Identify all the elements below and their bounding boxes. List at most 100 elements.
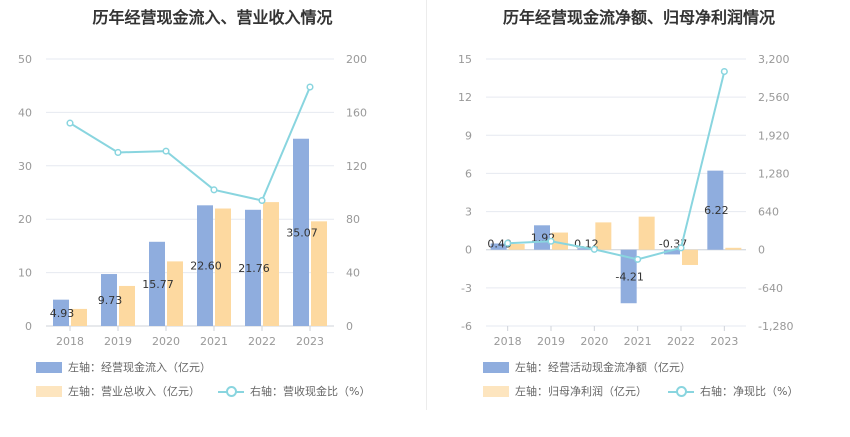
right-legend-blue[interactable]: 左轴：经营活动现金流净额（亿元） xyxy=(483,359,691,375)
y-right-tick-label: 200 xyxy=(346,53,367,66)
bar-data-label: 15.77 xyxy=(142,278,174,291)
line-point xyxy=(114,148,122,156)
bar-primary xyxy=(707,170,724,250)
x-tick-label: 2018 xyxy=(56,335,84,348)
y-right-tick-label: 80 xyxy=(346,213,360,226)
bar-primary xyxy=(293,138,309,326)
y-left-tick-label: 0 xyxy=(25,320,32,333)
line-point xyxy=(677,244,685,252)
right-legend-line[interactable]: 右轴：净现比（%） xyxy=(668,383,798,399)
x-tick-label: 2020 xyxy=(580,335,608,348)
y-right-tick-label: 0 xyxy=(346,320,353,333)
x-tick-label: 2023 xyxy=(710,335,738,348)
bar-secondary xyxy=(638,216,655,250)
y-right-tick-label: 3,200 xyxy=(758,53,790,66)
bar-secondary xyxy=(119,285,135,326)
legend-label: 右轴：营收现金比（%） xyxy=(250,385,371,398)
left-legend-line[interactable]: 右轴：营收现金比（%） xyxy=(218,383,370,399)
legend-label: 左轴：经营现金流入（亿元） xyxy=(68,361,211,374)
y-left-tick-label: 30 xyxy=(18,160,32,173)
x-tick-label: 2021 xyxy=(624,335,652,348)
y-left-tick-label: 6 xyxy=(465,167,472,180)
legend-line-marker xyxy=(668,385,694,397)
panel-divider xyxy=(426,0,427,410)
bar-primary xyxy=(149,241,165,326)
series-line xyxy=(69,86,311,202)
y-left-tick-label: 3 xyxy=(465,206,472,219)
line-point xyxy=(634,255,642,263)
right-chart-panel: 历年经营现金流净额、归母净利润情况 -6 -1,280 -3 -640 0 0 3 640 6 1… xyxy=(428,0,850,437)
bar-secondary xyxy=(71,308,87,326)
y-right-tick-label: 1,280 xyxy=(758,167,790,180)
y-left-tick-label: 0 xyxy=(465,244,472,257)
bar-secondary xyxy=(682,249,698,265)
bar-primary xyxy=(577,248,594,250)
line-point xyxy=(258,196,266,205)
line-point xyxy=(590,245,598,253)
series-line xyxy=(507,71,726,261)
y-left-tick-label: -6 xyxy=(461,320,472,333)
y-left-tick-label: 12 xyxy=(458,91,472,104)
bar-data-label: 35.07 xyxy=(286,226,318,239)
y-right-tick-label: 2,560 xyxy=(758,91,790,104)
bar-secondary xyxy=(311,221,327,326)
bar-data-label: 4.93 xyxy=(50,307,75,320)
y-left-tick-label: 20 xyxy=(18,213,32,226)
bar-data-label: 9.73 xyxy=(98,294,123,307)
y-left-tick-label: 40 xyxy=(18,106,32,119)
left-legend-blue[interactable]: 左轴：经营现金流入（亿元） xyxy=(36,359,211,375)
y-right-tick-label: 160 xyxy=(346,106,367,119)
bar-primary xyxy=(53,299,69,326)
legend-label: 右轴：净现比（%） xyxy=(700,385,799,398)
y-right-tick-label: -1,280 xyxy=(758,320,793,333)
y-left-tick-label: 9 xyxy=(465,129,472,142)
legend-swatch-blue xyxy=(36,361,62,373)
x-tick-label: 2023 xyxy=(296,335,324,348)
y-left-tick-label: 50 xyxy=(18,53,32,66)
bar-primary xyxy=(620,249,637,304)
bar-data-label: 22.60 xyxy=(190,260,222,273)
legend-line-marker xyxy=(218,385,244,397)
line-point xyxy=(306,83,314,91)
line-point xyxy=(162,147,170,155)
legend-label: 左轴：归母净利润（亿元） xyxy=(515,385,647,398)
y-right-tick-label: 120 xyxy=(346,160,367,173)
line-point xyxy=(547,237,555,245)
line-point xyxy=(210,186,218,194)
x-tick-label: 2021 xyxy=(200,335,228,348)
bar-secondary xyxy=(508,243,525,250)
y-right-tick-label: 40 xyxy=(346,267,360,280)
right-chart-title: 历年经营现金流净额、归母净利润情况 xyxy=(502,8,775,27)
legend-label: 左轴：经营活动现金流净额（亿元） xyxy=(515,361,691,374)
bar-secondary xyxy=(595,222,612,250)
x-tick-label: 2019 xyxy=(104,335,132,348)
bar-data-label: -4.21 xyxy=(615,270,643,283)
bar-secondary xyxy=(263,202,279,326)
right-legend-orange[interactable]: 左轴：归母净利润（亿元） xyxy=(483,383,647,399)
bar-primary xyxy=(664,249,680,255)
bar-data-label: 21.76 xyxy=(238,262,270,275)
y-right-tick-label: 640 xyxy=(758,206,779,219)
line-point xyxy=(66,119,74,127)
left-chart-panel: 历年经营现金流入、营业收入情况 0 0 10 40 20 80 30 120 40 160 50 20… xyxy=(18,8,370,399)
bar-secondary xyxy=(725,247,742,250)
line-point xyxy=(720,67,728,76)
line-point xyxy=(504,239,512,247)
left-legend-orange[interactable]: 左轴：营业总收入（亿元） xyxy=(36,383,200,399)
legend-label: 左轴：营业总收入（亿元） xyxy=(68,385,200,398)
y-left-tick-label: 10 xyxy=(18,267,32,280)
y-right-tick-label: -640 xyxy=(758,282,783,295)
legend-swatch-blue xyxy=(483,361,509,373)
x-tick-label: 2022 xyxy=(248,335,276,348)
bar-primary xyxy=(101,274,117,326)
right-chart: -6 -1,280 -3 -640 0 0 3 640 6 1,280 9 1,920 12 2,560 1… xyxy=(458,53,793,348)
legend-swatch-orange xyxy=(36,385,62,397)
left-chart-title: 历年经营现金流入、营业收入情况 xyxy=(92,8,333,27)
bar-secondary xyxy=(552,232,568,250)
y-left-tick-label: -3 xyxy=(461,282,472,295)
bar-primary xyxy=(534,225,550,250)
x-tick-label: 2019 xyxy=(537,335,565,348)
bar-primary xyxy=(197,205,213,326)
x-tick-label: 2022 xyxy=(667,335,695,348)
bar-primary xyxy=(490,243,507,250)
